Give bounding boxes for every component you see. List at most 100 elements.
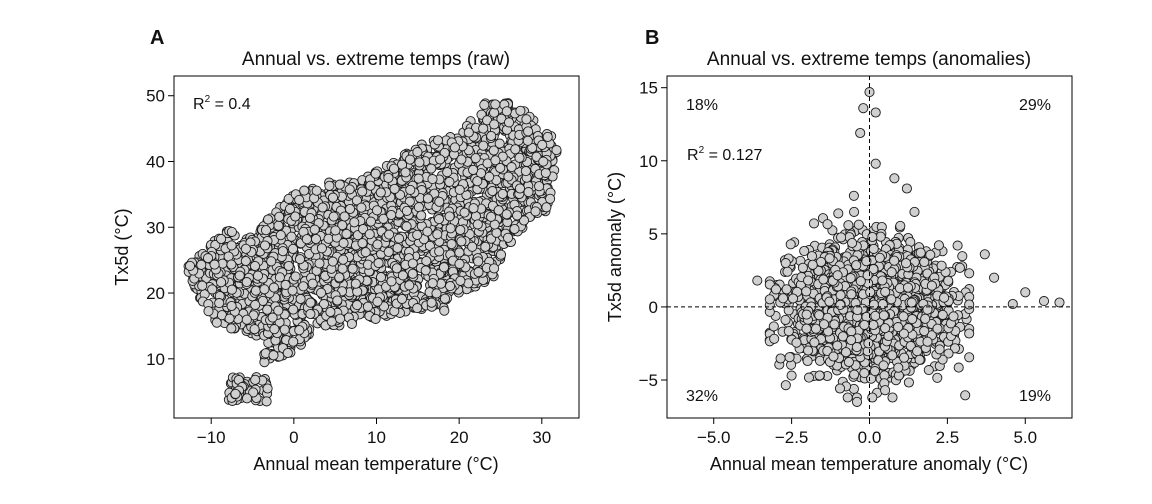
scatter-point xyxy=(259,240,271,251)
scatter-point xyxy=(922,336,933,347)
scatter-point xyxy=(284,203,296,214)
scatter-point xyxy=(523,187,534,198)
scatter-point xyxy=(401,205,412,216)
panel-b-title: Annual vs. extreme temps (anomalies) xyxy=(707,49,1031,70)
scatter-point xyxy=(184,260,196,271)
scatter-point xyxy=(933,240,944,251)
scatter-point xyxy=(383,246,394,258)
scatter-point xyxy=(778,293,789,304)
scatter-point xyxy=(317,202,328,213)
scatter-point xyxy=(801,309,812,320)
scatter-point xyxy=(288,336,299,347)
scatter-point xyxy=(454,258,465,269)
scatter-point xyxy=(495,162,506,174)
scatter-point xyxy=(216,233,227,245)
scatter-point xyxy=(294,194,305,205)
scatter-point xyxy=(867,231,878,243)
scatter-point xyxy=(434,196,445,207)
scatter-point xyxy=(801,286,812,297)
scatter-point xyxy=(783,326,794,337)
scatter-point xyxy=(351,195,362,206)
scatter-point xyxy=(273,305,284,316)
scatter-point xyxy=(964,328,975,339)
scatter-point xyxy=(401,221,412,232)
scatter-point xyxy=(405,184,416,195)
scatter-point xyxy=(338,238,349,249)
scatter-point xyxy=(937,309,948,320)
scatter-point xyxy=(338,254,349,265)
scatter-point xyxy=(431,288,442,299)
scatter-point xyxy=(407,268,418,279)
scatter-point xyxy=(413,202,424,213)
scatter-point xyxy=(365,216,376,227)
scatter-point xyxy=(261,396,272,407)
scatter-point xyxy=(934,344,945,355)
scatter-point xyxy=(413,173,424,184)
scatter-point xyxy=(784,352,795,363)
scatter-point xyxy=(932,372,943,383)
scatter-point xyxy=(422,226,433,237)
scatter-point xyxy=(501,209,512,220)
scatter-point xyxy=(442,167,453,178)
scatter-point xyxy=(439,305,450,316)
scatter-point xyxy=(501,106,512,117)
scatter-point xyxy=(350,278,361,289)
scatter-point xyxy=(383,172,394,183)
scatter-point xyxy=(328,211,339,222)
scatter-point xyxy=(506,162,517,173)
scatter-point xyxy=(455,224,466,236)
scatter-point xyxy=(432,135,444,146)
scatter-point xyxy=(780,380,791,391)
scatter-point xyxy=(393,233,405,244)
scatter-point xyxy=(859,368,870,379)
scatter-point xyxy=(396,293,408,305)
scatter-point xyxy=(925,249,936,260)
scatter-point xyxy=(878,360,889,371)
scatter-point xyxy=(456,154,467,165)
scatter-point xyxy=(769,333,780,344)
scatter-point xyxy=(283,193,294,204)
scatter-point xyxy=(416,210,427,221)
scatter-point xyxy=(364,229,375,240)
scatter-point xyxy=(467,241,478,252)
scatter-point xyxy=(196,259,207,270)
scatter-point xyxy=(542,131,553,142)
scatter-point xyxy=(489,263,500,274)
scatter-point xyxy=(407,258,418,269)
panel-a-ylabel: Tx5d (°C) xyxy=(112,208,132,285)
scatter-point xyxy=(360,247,371,258)
scatter-point xyxy=(211,317,222,328)
scatter-point xyxy=(412,147,423,158)
scatter-point xyxy=(202,253,214,264)
scatter-point xyxy=(438,262,450,273)
scatter-point xyxy=(358,224,369,235)
scatter-point xyxy=(288,304,299,315)
scatter-point xyxy=(287,243,299,254)
y-tick-label: 30 xyxy=(146,218,165,237)
scatter-point xyxy=(439,293,451,304)
scatter-point xyxy=(240,243,251,254)
scatter-point xyxy=(551,145,562,156)
scatter-point xyxy=(456,236,467,247)
scatter-point xyxy=(527,142,538,153)
scatter-point xyxy=(318,299,330,310)
scatter-point xyxy=(325,306,336,318)
scatter-point xyxy=(472,219,483,230)
scatter-point xyxy=(241,314,252,325)
scatter-point xyxy=(780,258,791,269)
scatter-point xyxy=(472,176,483,187)
scatter-point xyxy=(473,256,484,267)
scatter-point xyxy=(900,258,912,269)
scatter-point xyxy=(434,246,445,257)
scatter-point xyxy=(803,345,814,356)
scatter-point xyxy=(783,305,794,316)
scatter-point xyxy=(893,362,904,373)
scatter-point xyxy=(241,277,252,288)
scatter-point xyxy=(311,185,322,196)
scatter-point xyxy=(489,119,500,130)
scatter-point xyxy=(241,393,253,404)
scatter-point xyxy=(449,142,460,153)
scatter-point xyxy=(249,324,260,335)
scatter-point xyxy=(943,275,954,286)
